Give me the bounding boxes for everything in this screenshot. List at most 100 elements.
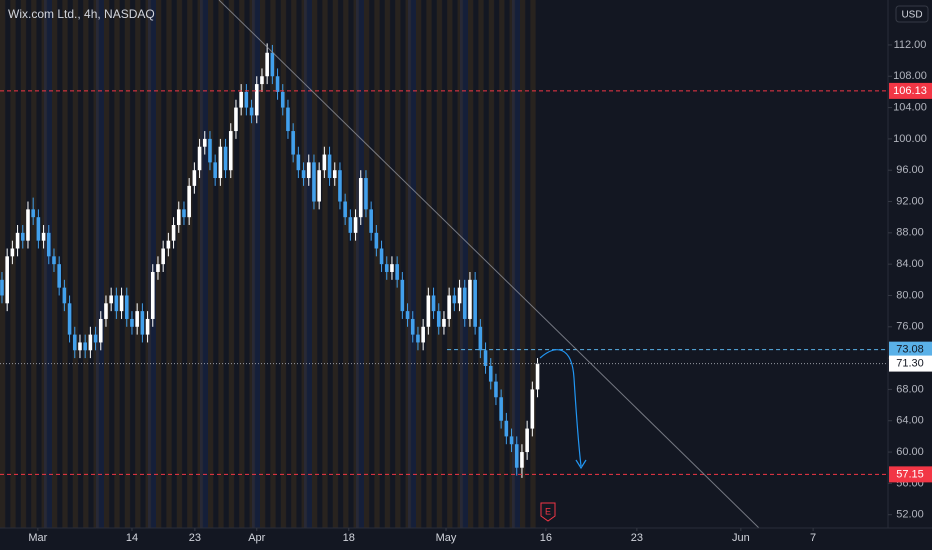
candle-body	[426, 295, 431, 327]
candle-body	[78, 342, 82, 351]
earnings-label[interactable]: E	[545, 506, 551, 516]
candle-body	[270, 52, 275, 77]
candle-body	[322, 154, 327, 171]
candle-body	[494, 381, 498, 398]
candle-body	[520, 452, 524, 468]
plot-area	[0, 43, 888, 478]
candle-body	[473, 279, 477, 327]
candle-body	[514, 444, 519, 468]
candle-body	[280, 91, 285, 108]
candle-body	[332, 170, 337, 179]
candle-body	[140, 311, 145, 335]
y-tick-label: 96.00	[896, 164, 924, 176]
candle-body	[114, 295, 119, 312]
candle-body	[57, 264, 61, 288]
candle-body	[15, 232, 20, 249]
x-tick-label: Mar	[28, 532, 47, 544]
candle-body	[384, 264, 389, 272]
candle-body	[104, 303, 108, 319]
candle-body	[478, 326, 483, 351]
candle-body	[338, 170, 342, 202]
trend-line	[218, 0, 760, 529]
candle-body	[525, 428, 529, 453]
y-tick-label: 92.00	[896, 195, 924, 207]
candle-body	[124, 295, 129, 319]
candle-body	[395, 264, 399, 280]
candle-body	[88, 334, 93, 351]
candle-body	[187, 185, 191, 218]
candle-body	[343, 201, 347, 218]
candle-body	[410, 318, 415, 335]
candle-body	[67, 303, 72, 335]
candle-body	[26, 209, 30, 241]
candle-body	[400, 279, 405, 312]
candle-body	[364, 178, 368, 210]
candle-body	[202, 138, 207, 147]
price-level-box	[889, 341, 932, 358]
x-tick-label: Jun	[732, 532, 750, 544]
candle-body	[452, 295, 457, 304]
candle-body	[260, 76, 264, 85]
candle-body	[150, 271, 155, 319]
candle-body	[192, 170, 197, 186]
y-tick-label: 64.00	[896, 415, 924, 427]
y-tick-label: 108.00	[893, 70, 927, 82]
earnings-badge[interactable]	[540, 502, 556, 522]
candle-body	[306, 162, 311, 179]
candle-body	[249, 107, 254, 116]
x-tick-label: 14	[126, 532, 138, 544]
candle-body	[436, 311, 441, 327]
price-level-label: 106.13	[893, 85, 927, 97]
candle-body	[286, 107, 290, 132]
currency-label[interactable]: USD	[901, 10, 922, 21]
candle-body	[275, 76, 280, 92]
y-tick-label: 100.00	[893, 133, 927, 145]
candle-body	[535, 363, 540, 390]
candle-body	[182, 209, 186, 218]
candle-body	[10, 248, 15, 257]
candle-body	[239, 91, 243, 108]
candle-body	[197, 146, 202, 171]
price-level-label: 73.08	[896, 344, 924, 356]
candle-body	[483, 350, 488, 366]
candle-body	[72, 334, 77, 351]
x-tick-label: 23	[631, 532, 643, 544]
candle-body	[312, 162, 316, 202]
candle-body	[405, 311, 410, 319]
candle-body	[161, 248, 165, 265]
candle-body	[213, 162, 217, 179]
candle-body	[228, 131, 233, 171]
candle-body	[488, 365, 493, 382]
candle-body	[504, 420, 509, 437]
currency-button[interactable]	[895, 5, 929, 23]
y-tick-label: 52.00	[896, 509, 924, 521]
candle-body	[93, 334, 98, 343]
candle-body	[130, 318, 134, 327]
y-tick-label: 104.00	[893, 101, 927, 113]
candle-body	[291, 131, 295, 155]
candle-body	[5, 256, 9, 304]
candle-body	[145, 318, 150, 335]
y-tick-label: 68.00	[896, 383, 924, 395]
candle-body	[509, 436, 514, 445]
candle-body	[62, 287, 67, 304]
candle-body	[244, 91, 249, 108]
candle-body	[327, 154, 332, 179]
candle-body	[171, 225, 176, 241]
x-tick-label: 23	[189, 532, 201, 544]
candle-body	[499, 397, 503, 421]
candle-body	[374, 232, 379, 249]
candle-body	[530, 389, 535, 429]
candle-body	[317, 170, 321, 202]
candle-body	[447, 295, 451, 319]
candle-body	[468, 279, 472, 319]
candle-body	[83, 342, 87, 351]
candle-body	[234, 107, 238, 132]
candle-body	[208, 138, 212, 163]
candle-body	[20, 232, 25, 241]
projection-arrow	[539, 349, 582, 467]
candle-body	[135, 311, 139, 327]
candle-body	[348, 217, 353, 233]
candle-body	[223, 146, 228, 171]
